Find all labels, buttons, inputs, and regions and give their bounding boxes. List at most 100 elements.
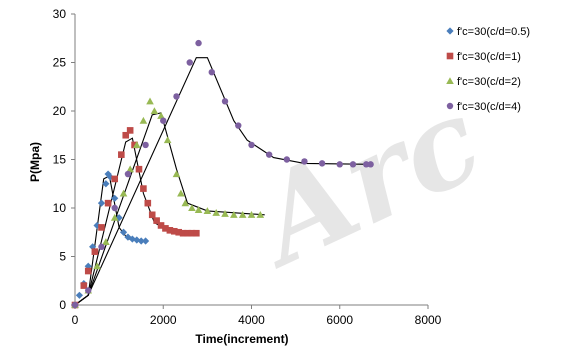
- data-point-series-2: [170, 227, 178, 235]
- legend-label-series-1: f'c=30(c/d=0.5): [457, 26, 530, 38]
- data-point-series-4: [265, 151, 273, 158]
- x-tick-label: 0: [72, 313, 79, 327]
- data-point-series-2: [91, 248, 99, 255]
- legend: f'c=30(c/d=0.5) f'c=30(c/d=1) f'c=30(c/d=2…: [446, 26, 530, 113]
- data-point-series-1: [97, 199, 106, 207]
- data-point-series-4: [301, 158, 308, 165]
- data-point-series-2: [144, 199, 152, 207]
- data-point-series-2: [84, 267, 92, 275]
- data-point-series-3: [163, 136, 172, 144]
- data-point-series-3: [238, 210, 247, 218]
- data-point-series-2: [179, 229, 187, 237]
- legend-marker-series-4: [446, 102, 454, 110]
- data-point-series-4: [208, 69, 215, 76]
- data-point-series-2: [140, 185, 147, 192]
- data-point-series-4: [186, 59, 193, 66]
- data-point-series-3: [172, 170, 181, 178]
- legend-marker-series-1: [446, 27, 454, 35]
- fit-line-series-4: [74, 57, 371, 306]
- x-tick-label: 4000: [238, 313, 265, 327]
- data-point-series-2: [175, 228, 182, 236]
- data-point-series-1: [102, 180, 110, 188]
- data-point-series-4: [124, 170, 132, 178]
- legend-label-series-4: f'c=30(c/d=4): [457, 101, 521, 113]
- data-point-series-2: [126, 127, 134, 134]
- data-point-series-3: [194, 206, 203, 213]
- data-point-series-2: [184, 229, 191, 237]
- x-tick-label: 8000: [415, 313, 442, 327]
- data-point-series-2: [111, 175, 119, 183]
- data-point-series-3: [188, 204, 196, 212]
- data-point-series-2: [98, 224, 105, 231]
- data-point-series-3: [230, 210, 238, 218]
- data-point-series-3: [157, 112, 165, 119]
- data-point-series-1: [137, 237, 145, 245]
- data-point-series-2: [104, 199, 112, 207]
- data-point-series-4: [336, 161, 343, 168]
- data-point-series-4: [248, 141, 255, 149]
- data-point-series-2: [148, 211, 156, 219]
- data-point-series-3: [256, 210, 265, 218]
- y-axis-label: P(Mpa): [28, 142, 42, 182]
- y-tick-label: 5: [59, 250, 66, 264]
- data-point-series-1: [75, 291, 84, 299]
- data-point-series-4: [98, 243, 105, 250]
- data-point-series-3: [212, 209, 220, 216]
- data-point-series-2: [166, 227, 174, 234]
- x-axis-label: Time(increment): [195, 332, 288, 346]
- data-point-series-3: [146, 97, 154, 105]
- data-point-series-4: [283, 156, 290, 163]
- data-point-series-4: [173, 93, 180, 100]
- y-tick-label: 20: [53, 104, 67, 118]
- data-point-series-4: [318, 160, 326, 167]
- axes: 0 5 10 15 20 25 30 0 2000 4000 6000 8000: [53, 7, 442, 327]
- y-tick-label: 0: [59, 298, 66, 312]
- data-point-series-4: [349, 161, 357, 168]
- data-point-series-1: [119, 228, 128, 236]
- data-point-series-4: [367, 161, 374, 168]
- data-point-series-3: [177, 189, 185, 197]
- data-point-series-3: [119, 189, 128, 197]
- data-point-series-3: [139, 116, 148, 124]
- data-point-series-3: [110, 213, 119, 221]
- data-point-series-2: [162, 225, 169, 232]
- x-tick-label: 2000: [150, 313, 177, 327]
- data-point-series-3: [150, 107, 159, 115]
- data-point-series-2: [157, 222, 165, 229]
- legend-marker-series-2: [446, 52, 454, 60]
- data-point-series-3: [221, 210, 229, 217]
- data-point-series-3: [126, 165, 134, 173]
- data-point-series-3: [247, 210, 256, 218]
- data-point-series-2: [188, 229, 196, 237]
- data-point-series-4: [85, 287, 92, 294]
- data-point-series-3: [132, 141, 141, 148]
- data-points: [71, 39, 374, 309]
- data-point-series-2: [118, 151, 125, 158]
- legend-label-series-3: f'c=30(c/d=2): [457, 76, 521, 88]
- y-tick-label: 15: [53, 153, 67, 167]
- data-point-series-3: [203, 207, 212, 214]
- data-point-series-4: [235, 122, 242, 129]
- data-point-series-4: [221, 98, 229, 105]
- data-point-series-4: [111, 204, 118, 212]
- x-tick-label: 6000: [326, 313, 353, 327]
- data-point-series-3: [181, 199, 190, 207]
- data-point-series-4: [160, 117, 167, 124]
- data-point-series-3: [102, 238, 110, 245]
- data-point-series-4: [363, 161, 370, 168]
- data-point-series-4: [195, 39, 202, 47]
- data-point-series-2: [122, 131, 130, 139]
- data-point-series-2: [135, 165, 143, 173]
- y-tick-label: 30: [53, 7, 67, 21]
- data-point-series-3: [93, 262, 101, 270]
- data-point-series-2: [153, 217, 160, 224]
- legend-label-series-2: f'c=30(c/d=1): [457, 51, 521, 63]
- data-point-series-1: [115, 214, 123, 222]
- data-point-series-2: [80, 282, 88, 289]
- data-point-series-2: [193, 229, 200, 237]
- legend-marker-series-3: [446, 77, 454, 85]
- y-tick-label: 10: [53, 201, 67, 215]
- data-point-series-4: [71, 301, 79, 309]
